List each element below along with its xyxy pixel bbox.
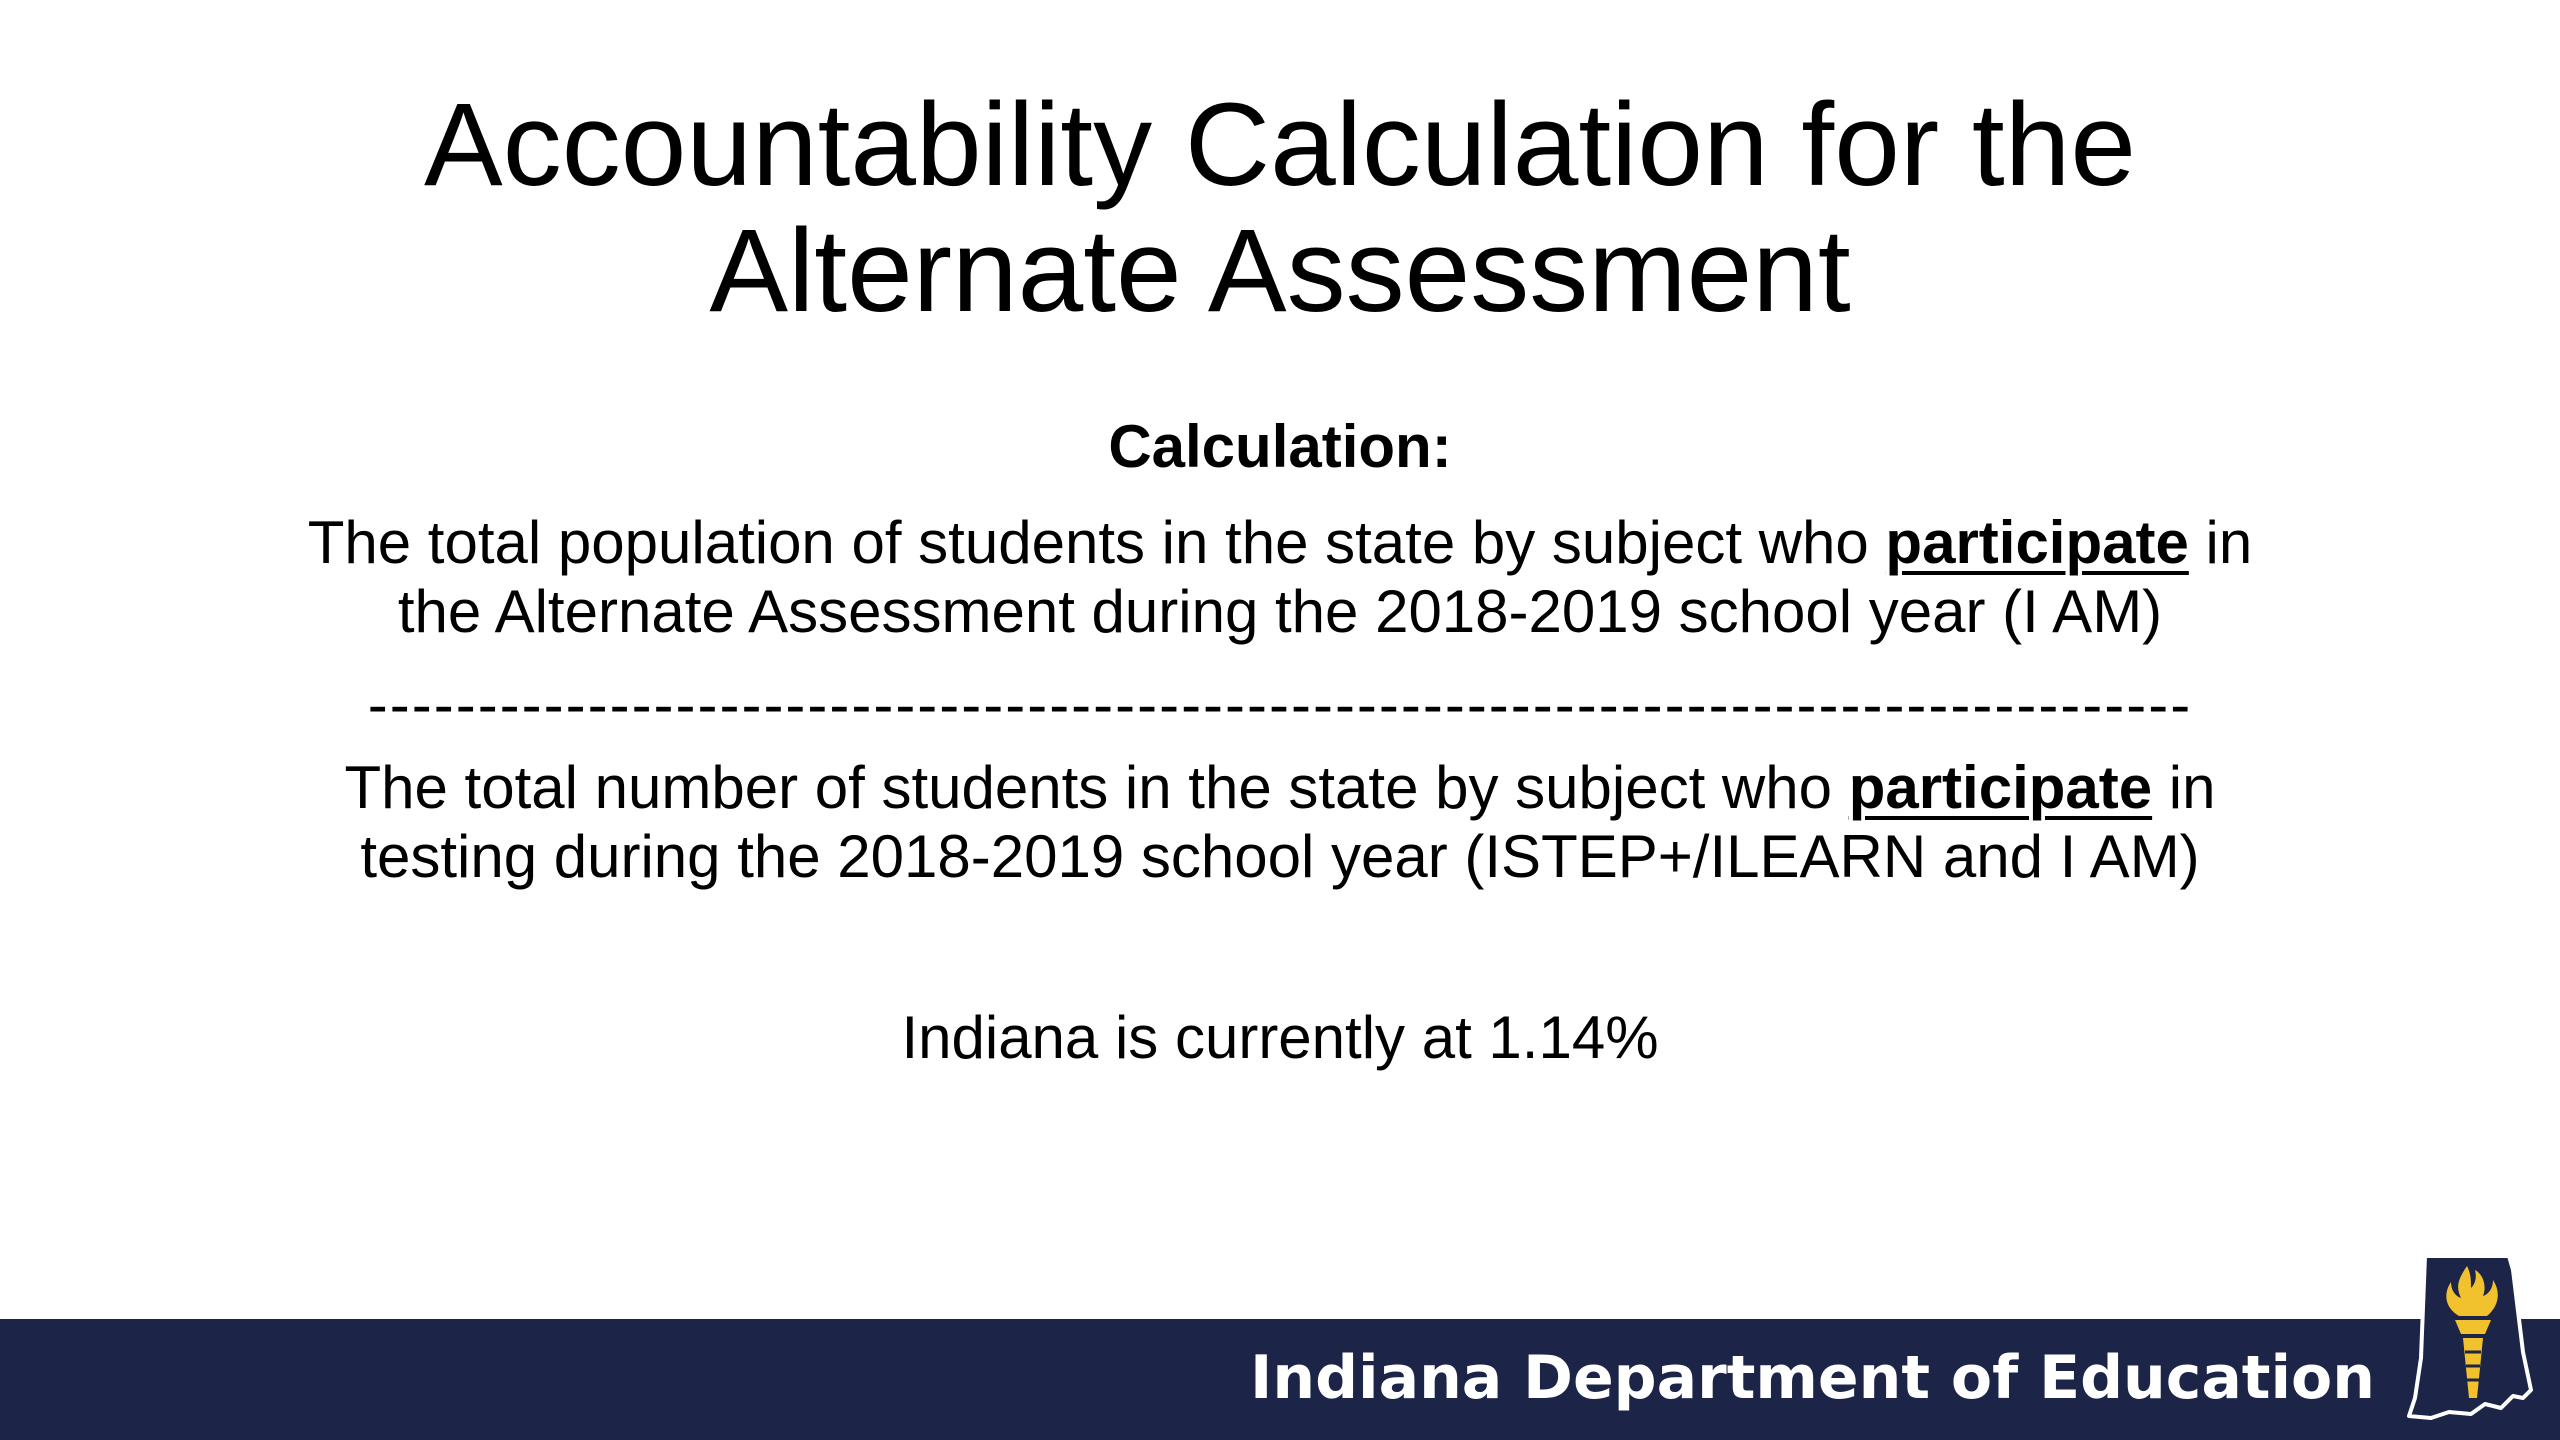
numerator-line-1-end: in: [2188, 509, 2253, 576]
fraction-divider: ----------------------------------------…: [367, 671, 2193, 738]
numerator-emphasis: participate: [1885, 509, 2189, 576]
title-line-1: Accountability Calculation for the: [424, 79, 2136, 211]
title-line-2: Alternate Assessment: [709, 205, 1851, 337]
denominator-emphasis: participate: [1848, 754, 2153, 821]
status-text: Indiana is currently at 1.14%: [901, 1004, 1659, 1071]
numerator-text: The total population of students in the …: [0, 508, 2560, 646]
numerator-line-1: The total population of students in the …: [0, 508, 2560, 577]
denominator-line-1-end: in: [2152, 754, 2216, 821]
numerator-line-2: the Alternate Assessment during the 2018…: [397, 578, 2163, 645]
indiana-torch-logo-icon: [2407, 1254, 2533, 1420]
footer-bar: Indiana Department of Education: [0, 1319, 2560, 1440]
slide-title: Accountability Calculation for the Alter…: [0, 82, 2560, 334]
denominator-line-1-start: The total number of students in the stat…: [344, 754, 1849, 821]
numerator-line-1-start: The total population of students in the …: [307, 509, 1886, 576]
slide-body: Calculation: The total population of stu…: [0, 412, 2560, 1072]
denominator-text: The total number of students in the stat…: [0, 753, 2560, 891]
calculation-label: Calculation:: [1108, 413, 1452, 480]
denominator-line-1: The total number of students in the stat…: [0, 753, 2560, 822]
denominator-line-2: testing during the 2018-2019 school year…: [360, 823, 2200, 890]
organization-name: Indiana Department of Education: [1250, 1343, 2375, 1413]
